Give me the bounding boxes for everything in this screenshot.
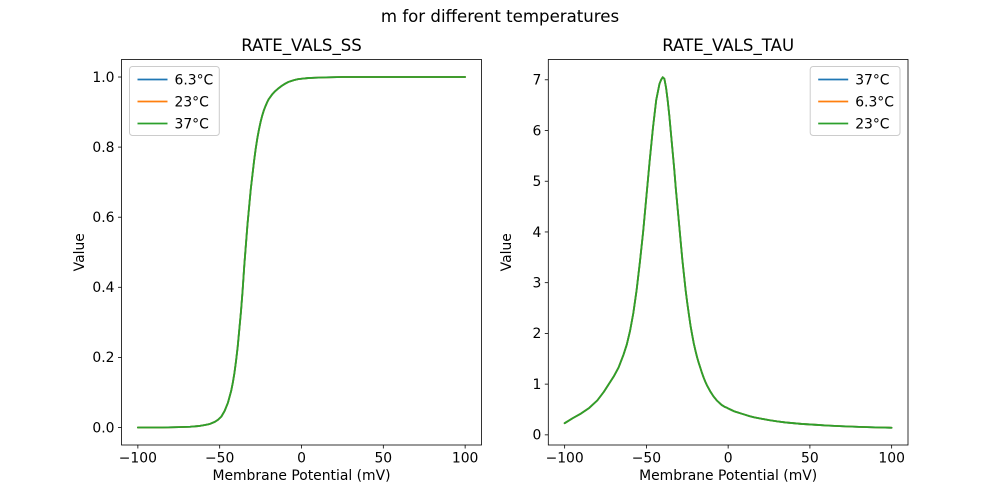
legend-label: 23°C [855, 116, 889, 132]
y-tick-label: 3 [532, 275, 541, 291]
y-tick-label: 0.8 [92, 140, 114, 156]
x-tick-label: 50 [801, 451, 819, 467]
x-tick-label: −50 [632, 451, 661, 467]
x-tick-label: 100 [452, 451, 479, 467]
legend-label: 37°C [855, 72, 889, 88]
y-tick-label: 0.4 [92, 280, 114, 296]
x-tick-label: −100 [546, 451, 584, 467]
y-tick-label: 1.0 [92, 70, 114, 86]
series-line-37°C [136, 76, 467, 429]
axes-frame [547, 59, 909, 446]
x-axis-label: Membrane Potential (mV) [639, 468, 817, 484]
legend-label: 23°C [175, 94, 209, 110]
y-tick-label: 0.2 [92, 350, 114, 366]
x-tick-label: 0 [724, 451, 733, 467]
subplot-title: RATE_VALS_TAU [662, 36, 794, 56]
y-tick-label: 4 [532, 225, 541, 241]
y-tick-label: 2 [532, 326, 541, 342]
x-tick-label: 0 [297, 451, 306, 467]
x-tick-label: −50 [205, 451, 234, 467]
subplot-title: RATE_VALS_SS [241, 36, 362, 56]
x-tick-label: 100 [878, 451, 905, 467]
y-tick-label: 5 [532, 174, 541, 190]
y-tick-label: 7 [532, 73, 541, 89]
x-tick-label: 50 [374, 451, 392, 467]
axes-frame [121, 59, 482, 446]
ss-subplot: −100 −50 0 50 100 0.0 0.2 0.4 0.6 0.8 1.0 RATE_VALS… [72, 36, 482, 484]
x-axis-label: Membrane Potential (mV) [212, 468, 390, 484]
legend-box [809, 66, 901, 136]
y-axis-label: Value [72, 233, 88, 271]
series-line-23°C [563, 76, 893, 429]
legend-label: 6.3°C [175, 72, 214, 88]
legend-label: 6.3°C [855, 94, 894, 110]
y-tick-label: 0.6 [92, 210, 114, 226]
y-tick-label: 0.0 [92, 420, 114, 436]
ss-legend: 6.3°C 23°C 37°C [129, 66, 220, 136]
legend-label: 37°C [175, 116, 209, 132]
y-tick-label: 1 [532, 377, 541, 393]
y-tick-label: 6 [532, 123, 541, 139]
y-axis-label: Value [499, 233, 515, 271]
tau-legend: 37°C 6.3°C 23°C [809, 66, 901, 136]
legend-box [129, 66, 220, 136]
tau-subplot: −100 −50 0 50 100 0 1 2 3 4 5 6 7 RATE_VALS_TAU Membra… [499, 36, 909, 484]
figure-title: m for different temperatures [380, 7, 620, 26]
x-tick-label: −100 [119, 451, 157, 467]
y-tick-label: 0 [532, 428, 541, 444]
